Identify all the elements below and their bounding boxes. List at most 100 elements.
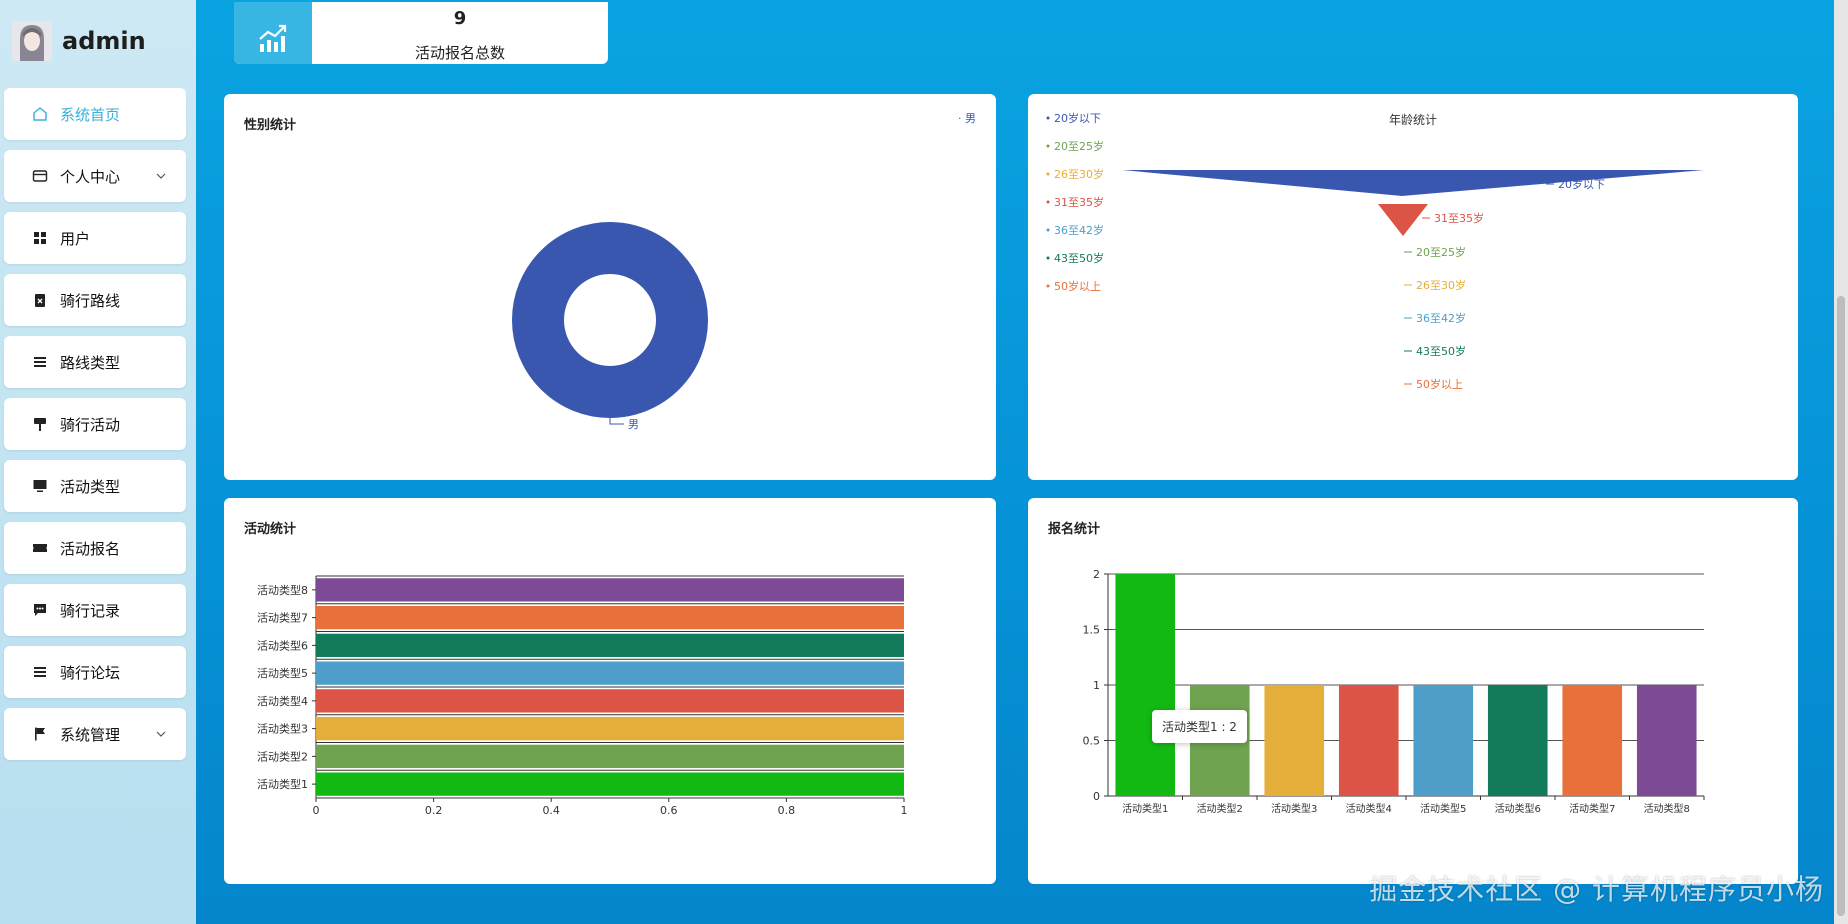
signup-chart-panel: 报名统计 0 0.5 1 1.5 2 活动类型1 活动类型2 活动类型3 活动类型4 活动类型5 活… — [1028, 498, 1798, 884]
activity-chart-title: 活动统计 — [244, 522, 297, 537]
gender-legend[interactable]: · 男 — [958, 110, 976, 126]
gender-chart-panel: 性别统计 · 男 男 — [224, 94, 996, 480]
id-card-icon — [32, 168, 48, 184]
sidebar-item-label: 个人中心 — [60, 167, 121, 186]
sidebar-item-routes[interactable]: 骑行路线 — [4, 274, 186, 326]
legend-bullet — [1046, 256, 1050, 260]
activity-bar[interactable] — [316, 605, 904, 630]
y-tick-label: 0.5 — [1083, 735, 1101, 748]
list-icon — [32, 354, 48, 370]
y-tick-label: 活动类型5 — [257, 666, 308, 680]
signup-bar[interactable] — [1562, 685, 1623, 796]
x-tick-label: 活动类型1 — [1122, 802, 1168, 815]
age-funnel-label: 50岁以上 — [1416, 377, 1463, 391]
funnel-segment-31-35[interactable] — [1378, 204, 1428, 236]
legend-bullet — [1046, 284, 1050, 288]
sidebar-item-system-management[interactable]: 系统管理 — [4, 708, 186, 760]
sidebar-item-label: 用户 — [60, 229, 91, 248]
gender-slice-male[interactable] — [512, 222, 708, 418]
sidebar-item-activity-types[interactable]: 活动类型 — [4, 460, 186, 512]
age-legend-item[interactable]: 26至30岁 — [1054, 167, 1104, 181]
signup-bar[interactable] — [1115, 574, 1176, 796]
activity-bar[interactable] — [316, 661, 904, 685]
age-legend-item[interactable]: 31至35岁 — [1054, 195, 1104, 209]
activity-bar[interactable] — [316, 716, 904, 741]
gender-chart-title: 性别统计 — [244, 118, 297, 133]
legend-bullet — [1046, 116, 1050, 120]
x-tick-label: 活动类型8 — [1644, 802, 1690, 815]
home-icon — [32, 106, 48, 122]
ticket-icon — [32, 540, 48, 556]
clipboard-x-icon — [32, 292, 48, 308]
sidebar-item-ride-records[interactable]: 骑行记录 — [4, 584, 186, 636]
x-tick-label: 活动类型4 — [1346, 802, 1392, 815]
funnel-segment-under-20[interactable] — [1122, 170, 1704, 196]
sidebar-item-forum[interactable]: 骑行论坛 — [4, 646, 186, 698]
user-name: admin — [62, 27, 146, 55]
age-legend-item[interactable]: 20岁以下 — [1054, 111, 1101, 125]
scroll-thumb[interactable] — [1837, 296, 1845, 916]
chat-bubble-icon — [32, 602, 48, 618]
activity-bar[interactable] — [316, 689, 904, 713]
page-scrollbar[interactable] — [1834, 0, 1848, 924]
sidebar-item-route-types[interactable]: 路线类型 — [4, 336, 186, 388]
age-legend: 20岁以下 20至25岁 26至30岁 31至35岁 36至42岁 43至50岁 50岁以上 — [1046, 111, 1104, 293]
chevron-down-icon[interactable] — [154, 726, 168, 740]
sidebar-item-label: 骑行记录 — [60, 601, 121, 620]
x-tick-label: 活动类型7 — [1569, 802, 1615, 815]
y-tick-label: 0 — [1093, 790, 1100, 803]
y-tick-label: 活动类型3 — [257, 722, 308, 736]
y-tick-label: 2 — [1093, 568, 1100, 581]
activity-bar[interactable] — [316, 578, 904, 602]
activity-bar[interactable] — [316, 744, 904, 769]
sidebar-item-label: 路线类型 — [60, 353, 121, 372]
x-tick-label: 活动类型2 — [1197, 802, 1243, 815]
age-funnel-label: 20至25岁 — [1416, 245, 1466, 259]
age-funnel-label: 26至30岁 — [1416, 278, 1466, 292]
sidebar-item-home[interactable]: 系统首页 — [4, 88, 186, 140]
chart-tooltip: 活动类型1 : 2 — [1152, 710, 1247, 743]
y-tick-label: 1 — [1093, 679, 1100, 692]
x-tick-label: 0.6 — [660, 804, 678, 817]
age-legend-item[interactable]: 50岁以上 — [1054, 279, 1101, 293]
age-funnel-chart: 年龄统计 20岁以下 20至25岁 26至30岁 31至35岁 36至42岁 43至50岁… — [1046, 111, 1704, 391]
activity-bar-chart: 活动类型1 活动类型2 活动类型3 活动类型4 活动类型5 活动类型6 活动类型7 活动类型8… — [257, 575, 908, 817]
age-legend-item[interactable]: 43至50岁 — [1054, 251, 1104, 265]
list-icon — [32, 664, 48, 680]
sidebar-item-label: 骑行活动 — [60, 415, 121, 434]
x-tick-label: 活动类型6 — [1495, 802, 1541, 815]
stat-label: 活动报名总数 — [414, 44, 505, 62]
signup-bar[interactable] — [1413, 685, 1474, 796]
activity-bar[interactable] — [316, 633, 904, 658]
sidebar-item-label: 活动类型 — [60, 477, 121, 496]
monitor-icon — [32, 478, 48, 494]
sidebar-item-activities[interactable]: 骑行活动 — [4, 398, 186, 450]
sidebar-item-label: 骑行论坛 — [60, 663, 121, 682]
signup-bar[interactable] — [1487, 685, 1548, 796]
sidebar-item-signups[interactable]: 活动报名 — [4, 522, 186, 574]
gender-slice-label: 男 — [628, 418, 639, 431]
signup-bar-chart: 0 0.5 1 1.5 2 活动类型1 活动类型2 活动类型3 活动类型4 活动类型5 活动类型6 活… — [1083, 568, 1705, 815]
legend-bullet — [1046, 144, 1050, 148]
sidebar-item-label: 骑行路线 — [60, 291, 121, 310]
x-tick-label: 活动类型3 — [1271, 802, 1317, 815]
avatar[interactable] — [12, 21, 52, 61]
y-tick-label: 活动类型2 — [257, 749, 308, 763]
y-tick-label: 活动类型1 — [257, 777, 308, 791]
chevron-down-icon[interactable] — [154, 168, 168, 182]
age-legend-item[interactable]: 20至25岁 — [1054, 139, 1104, 153]
stat-card-signup-total: 9 活动报名总数 — [234, 2, 608, 64]
legend-bullet — [1046, 172, 1050, 176]
age-legend-item[interactable]: 36至42岁 — [1054, 223, 1104, 237]
signup-bar[interactable] — [1264, 685, 1325, 796]
activity-bar[interactable] — [316, 772, 904, 796]
signup-bar[interactable] — [1636, 685, 1697, 796]
sidebar-item-users[interactable]: 用户 — [4, 212, 186, 264]
signup-bar[interactable] — [1338, 685, 1399, 796]
sidebar-item-label: 系统首页 — [60, 105, 121, 124]
age-labels: 20岁以下 31至35岁 20至25岁 26至30岁 36至42岁 43至50岁 50岁以上 — [1404, 177, 1605, 391]
sidebar-item-personal-center[interactable]: 个人中心 — [4, 150, 186, 202]
age-funnel-label: 20岁以下 — [1558, 177, 1605, 191]
age-chart-title: 年龄统计 — [1389, 113, 1437, 127]
activity-chart-panel: 活动统计 活动类型1 活动类型2 活动类型3 活动类型4 活动类型5 活动类型6 活动类型7… — [224, 498, 996, 884]
